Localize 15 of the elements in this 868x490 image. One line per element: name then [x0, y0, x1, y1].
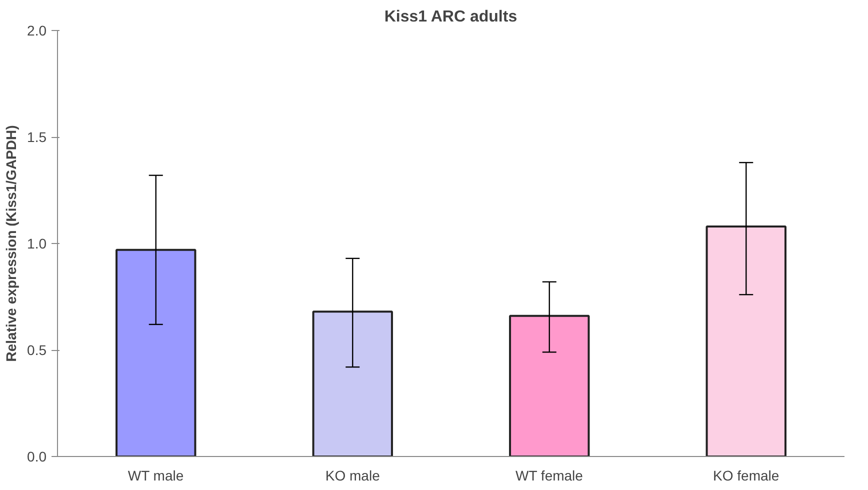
x-tick-label: WT female — [516, 468, 584, 484]
chart-title: Kiss1 ARC adults — [384, 8, 518, 26]
y-tick-label: 1.0 — [27, 236, 47, 252]
y-axis-title: Relative expression (Kiss1/GAPDH) — [3, 125, 20, 362]
x-tick-label: KO female — [713, 468, 780, 484]
y-tick-label: 0.5 — [27, 342, 47, 358]
bar — [116, 248, 196, 456]
x-tick-label: KO male — [325, 468, 380, 484]
bar — [312, 310, 393, 456]
y-tick-label: 0.0 — [27, 448, 47, 464]
bar — [706, 225, 786, 456]
bar — [509, 314, 590, 456]
x-tick-label: WT male — [128, 468, 184, 484]
y-tick-label: 2.0 — [27, 22, 47, 38]
y-tick-label: 1.5 — [27, 129, 47, 145]
